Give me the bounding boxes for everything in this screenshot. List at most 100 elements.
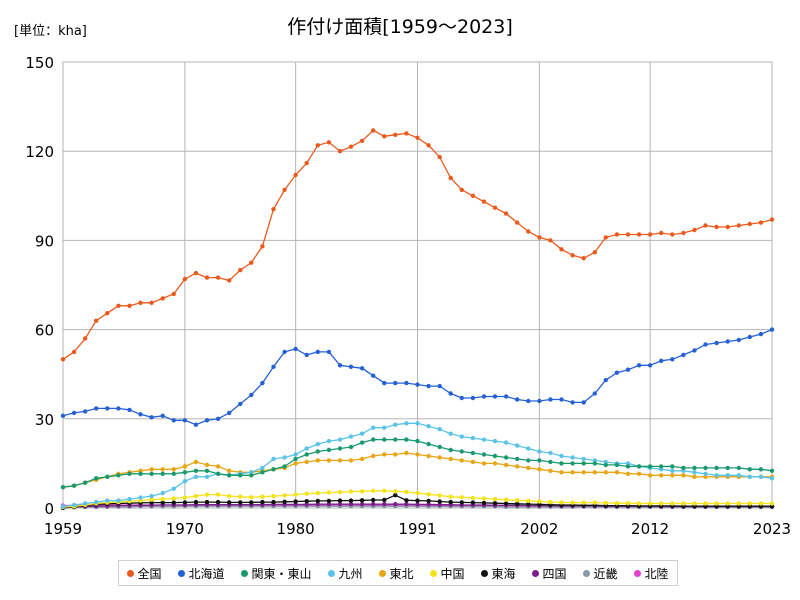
data-point bbox=[293, 499, 298, 504]
data-point bbox=[636, 501, 642, 506]
data-point bbox=[515, 397, 520, 402]
data-point bbox=[448, 391, 453, 396]
data-point bbox=[326, 501, 332, 507]
legend-item: 北陸 bbox=[634, 565, 669, 582]
data-point bbox=[769, 468, 775, 473]
data-point bbox=[503, 462, 509, 468]
legend-label: 北陸 bbox=[644, 566, 669, 581]
data-point bbox=[315, 458, 320, 463]
data-point bbox=[238, 494, 243, 499]
data-point bbox=[448, 456, 453, 462]
data-point bbox=[160, 496, 165, 502]
data-point bbox=[448, 431, 453, 436]
data-point bbox=[348, 489, 354, 494]
data-point bbox=[83, 336, 88, 341]
data-point bbox=[614, 232, 620, 237]
data-point bbox=[503, 440, 509, 445]
data-point bbox=[758, 220, 764, 225]
data-point bbox=[393, 422, 398, 427]
data-point bbox=[736, 223, 741, 228]
data-point bbox=[94, 318, 99, 323]
y-tick-label: 90 bbox=[35, 232, 54, 250]
legend-marker-icon bbox=[532, 569, 540, 577]
data-point bbox=[182, 464, 188, 469]
data-point bbox=[71, 410, 77, 416]
data-point bbox=[415, 490, 420, 496]
data-point bbox=[304, 160, 309, 166]
data-point bbox=[371, 425, 376, 430]
data-point bbox=[304, 459, 309, 465]
data-point bbox=[769, 476, 775, 481]
data-point bbox=[348, 144, 354, 149]
data-point bbox=[581, 470, 586, 475]
data-point bbox=[404, 489, 409, 495]
data-point bbox=[747, 334, 752, 340]
data-point bbox=[204, 499, 210, 505]
data-point bbox=[681, 352, 686, 358]
data-point bbox=[647, 232, 653, 237]
data-point bbox=[614, 501, 620, 506]
data-point bbox=[570, 500, 575, 505]
data-point bbox=[83, 501, 88, 506]
data-point bbox=[592, 500, 597, 505]
data-point bbox=[415, 502, 420, 507]
data-point bbox=[437, 383, 442, 389]
data-point bbox=[537, 499, 542, 504]
data-point bbox=[459, 458, 464, 463]
data-point bbox=[481, 199, 487, 204]
data-point bbox=[260, 244, 265, 249]
data-point bbox=[348, 498, 354, 503]
data-point bbox=[515, 456, 520, 462]
data-point bbox=[492, 205, 498, 210]
data-point bbox=[116, 303, 121, 308]
data-point bbox=[548, 468, 553, 473]
data-point bbox=[238, 473, 243, 478]
data-point bbox=[249, 495, 254, 500]
data-point bbox=[404, 450, 409, 456]
data-point bbox=[337, 446, 343, 451]
data-point bbox=[526, 229, 531, 234]
data-point bbox=[670, 473, 675, 478]
data-point bbox=[537, 467, 542, 472]
data-point bbox=[393, 489, 398, 494]
data-point bbox=[60, 357, 66, 362]
data-point bbox=[204, 275, 210, 280]
data-point bbox=[570, 400, 575, 405]
data-point bbox=[448, 447, 453, 453]
data-point bbox=[747, 221, 752, 227]
data-point bbox=[515, 501, 520, 506]
data-point bbox=[371, 128, 376, 133]
legend-item: 東海 bbox=[481, 565, 516, 582]
data-point bbox=[503, 455, 509, 460]
data-point bbox=[692, 470, 697, 475]
data-point bbox=[570, 461, 575, 466]
data-point bbox=[83, 480, 88, 485]
data-point bbox=[625, 501, 631, 506]
chart-title: 作付け面積[1959～2023] bbox=[287, 16, 513, 38]
data-point bbox=[315, 441, 320, 447]
data-point bbox=[437, 502, 442, 507]
y-tick-label: 30 bbox=[35, 411, 54, 429]
data-point bbox=[359, 456, 365, 462]
data-point bbox=[382, 437, 387, 442]
data-point bbox=[127, 407, 132, 413]
data-point bbox=[659, 501, 664, 506]
data-point bbox=[603, 235, 608, 240]
data-point bbox=[149, 471, 154, 476]
data-point bbox=[537, 458, 542, 463]
data-point bbox=[215, 464, 221, 469]
legend-item: 北海道 bbox=[178, 565, 225, 582]
data-point bbox=[182, 479, 188, 484]
data-point bbox=[193, 422, 199, 427]
data-point bbox=[293, 346, 298, 352]
data-point bbox=[470, 435, 476, 441]
x-tick-label: 2023 bbox=[753, 520, 791, 538]
data-point bbox=[215, 471, 221, 476]
data-point bbox=[393, 437, 398, 442]
data-point bbox=[692, 348, 697, 353]
data-point bbox=[526, 458, 531, 463]
data-point bbox=[149, 497, 154, 502]
data-point bbox=[703, 471, 708, 476]
data-point bbox=[725, 473, 730, 478]
data-point bbox=[769, 501, 775, 506]
